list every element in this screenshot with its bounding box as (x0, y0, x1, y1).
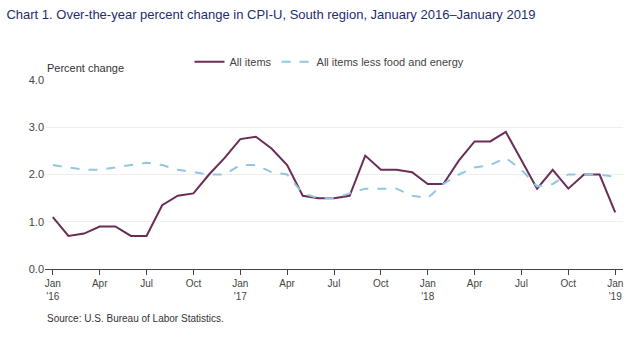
svg-text:Oct: Oct (373, 278, 389, 289)
svg-text:Apr: Apr (279, 278, 295, 289)
svg-text:Jan'19: Jan'19 (607, 278, 623, 302)
svg-text:4.0: 4.0 (29, 74, 44, 86)
svg-text:Jan'18: Jan'18 (420, 278, 436, 302)
svg-text:3.0: 3.0 (29, 121, 44, 133)
svg-text:All items: All items (230, 56, 272, 68)
svg-text:Chart 1. Over-the-year percent: Chart 1. Over-the-year percent change in… (6, 7, 535, 22)
svg-text:Jan'16: Jan'16 (45, 278, 61, 302)
svg-text:Jul: Jul (515, 278, 528, 289)
svg-text:0.0: 0.0 (29, 263, 44, 275)
svg-text:Oct: Oct (186, 278, 202, 289)
svg-text:Apr: Apr (467, 278, 483, 289)
svg-text:Jul: Jul (140, 278, 153, 289)
svg-text:2.0: 2.0 (29, 168, 44, 180)
svg-text:Jul: Jul (328, 278, 341, 289)
svg-text:Apr: Apr (92, 278, 108, 289)
svg-text:Percent change: Percent change (47, 62, 124, 74)
svg-text:Jan'17: Jan'17 (232, 278, 248, 302)
svg-text:1.0: 1.0 (29, 216, 44, 228)
svg-text:All items less food and energy: All items less food and energy (317, 56, 464, 68)
svg-text:Source: U.S. Bureau of Labor S: Source: U.S. Bureau of Labor Statistics. (47, 313, 224, 324)
svg-text:Oct: Oct (561, 278, 577, 289)
